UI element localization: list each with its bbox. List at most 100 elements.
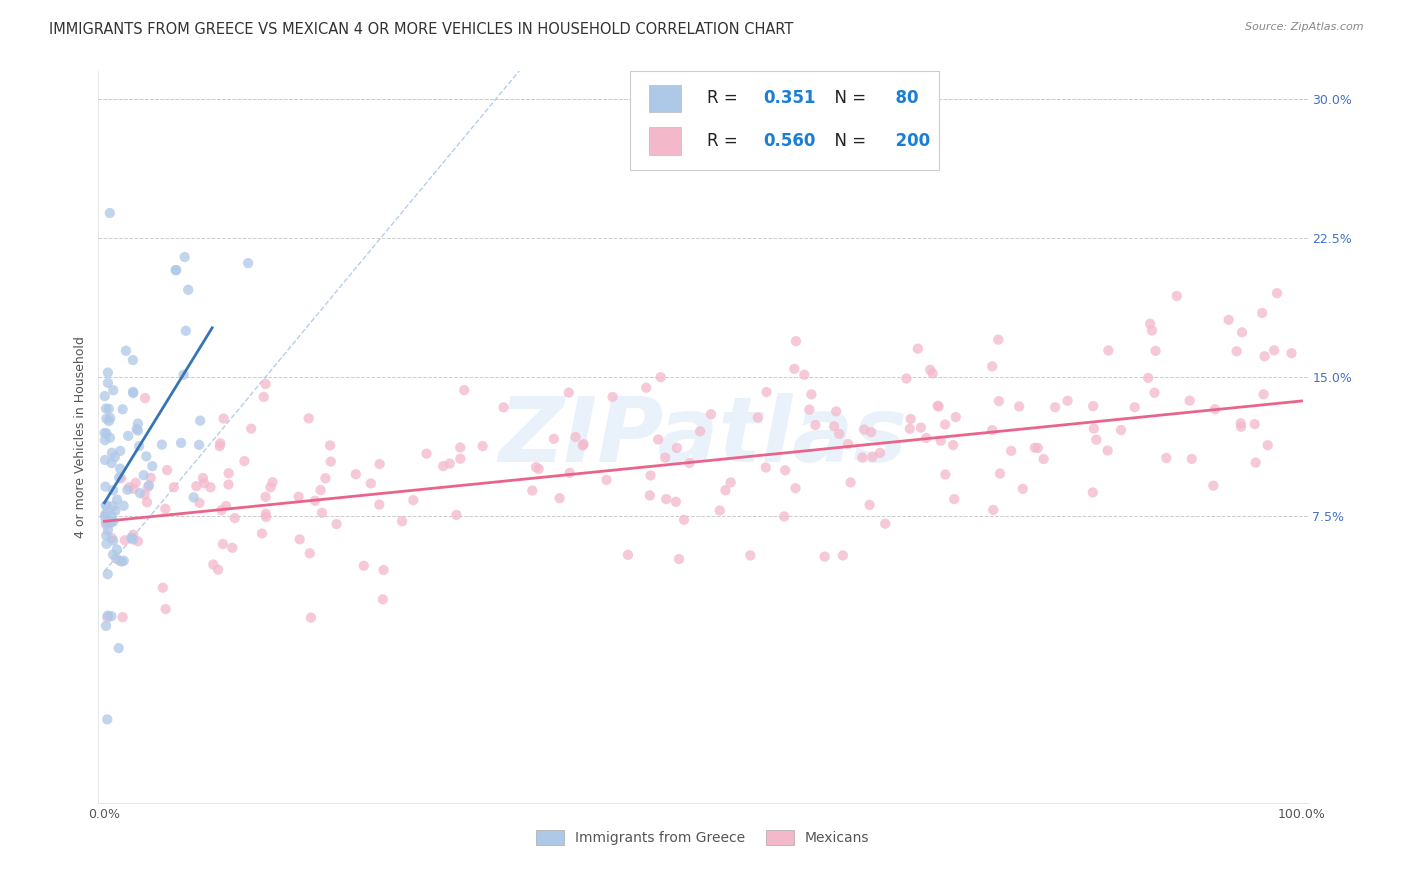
Point [110,444,132,458]
Point [862,450,884,464]
Point [122,353,145,368]
Point [236,256,259,270]
Point [851,450,873,465]
Point [785,334,807,348]
Point [97,414,120,428]
Point [177,283,200,297]
Point [1178,393,1201,408]
Point [207,563,229,577]
Point [122,527,145,541]
Point [97,401,120,416]
Point [353,558,375,573]
Point [186,479,208,493]
Point [94,508,117,522]
Point [163,480,186,494]
Point [96,411,118,425]
Point [1137,371,1160,385]
Point [636,381,658,395]
Text: N =: N = [824,89,872,107]
Point [165,263,187,277]
Point [449,451,471,466]
Point [783,362,806,376]
Point [1281,346,1303,360]
Point [121,533,143,547]
Point [100,508,122,523]
Point [96,537,118,551]
Point [173,368,195,382]
FancyBboxPatch shape [648,127,681,154]
Point [1083,421,1105,435]
Point [139,471,162,485]
Point [105,492,128,507]
Point [987,333,1010,347]
Point [981,423,1004,437]
Point [188,438,211,452]
Point [860,425,883,440]
Text: R =: R = [707,89,742,107]
Point [898,422,921,436]
Point [928,400,950,414]
Point [259,480,281,494]
Point [1000,443,1022,458]
Point [665,495,688,509]
Point [93,389,115,403]
Point [104,450,127,464]
Point [150,437,173,451]
Point [1032,452,1054,467]
Point [125,475,148,490]
Point [700,407,723,421]
Point [254,490,277,504]
Text: ZIPatlas: ZIPatlas [499,393,907,481]
Point [298,546,321,560]
Text: N =: N = [824,132,872,150]
Point [988,467,1011,481]
Point [94,499,117,513]
Point [344,467,367,482]
Point [1143,385,1166,400]
Point [304,493,326,508]
Point [319,438,342,452]
Point [1097,343,1119,358]
Point [1244,456,1267,470]
Point [1081,485,1104,500]
Point [183,491,205,505]
Legend: Immigrants from Greece, Mexicans: Immigrants from Greece, Mexicans [531,825,875,851]
Point [155,501,177,516]
Point [98,206,121,220]
Point [1140,324,1163,338]
Point [602,390,624,404]
Point [170,435,193,450]
Point [831,549,853,563]
Point [543,432,565,446]
Point [1251,306,1274,320]
Point [1257,438,1279,452]
Point [188,414,211,428]
Point [122,386,145,401]
Point [678,456,700,470]
Point [1097,443,1119,458]
Point [212,537,235,551]
Point [804,418,827,433]
Point [1056,393,1078,408]
Point [402,493,425,508]
Point [97,366,120,380]
Text: R =: R = [707,132,742,150]
Point [747,410,769,425]
Point [233,454,256,468]
Point [1026,441,1049,455]
Point [212,411,235,425]
Point [253,390,276,404]
Point [869,446,891,460]
Point [108,470,131,484]
Point [1166,289,1188,303]
Point [709,503,731,517]
Y-axis label: 4 or more Vehicles in Household: 4 or more Vehicles in Household [75,336,87,538]
Point [896,371,918,385]
Point [94,480,117,494]
Point [134,488,156,502]
Point [1230,326,1253,340]
Point [800,387,823,401]
Point [672,513,695,527]
Point [215,499,238,513]
Point [471,439,494,453]
